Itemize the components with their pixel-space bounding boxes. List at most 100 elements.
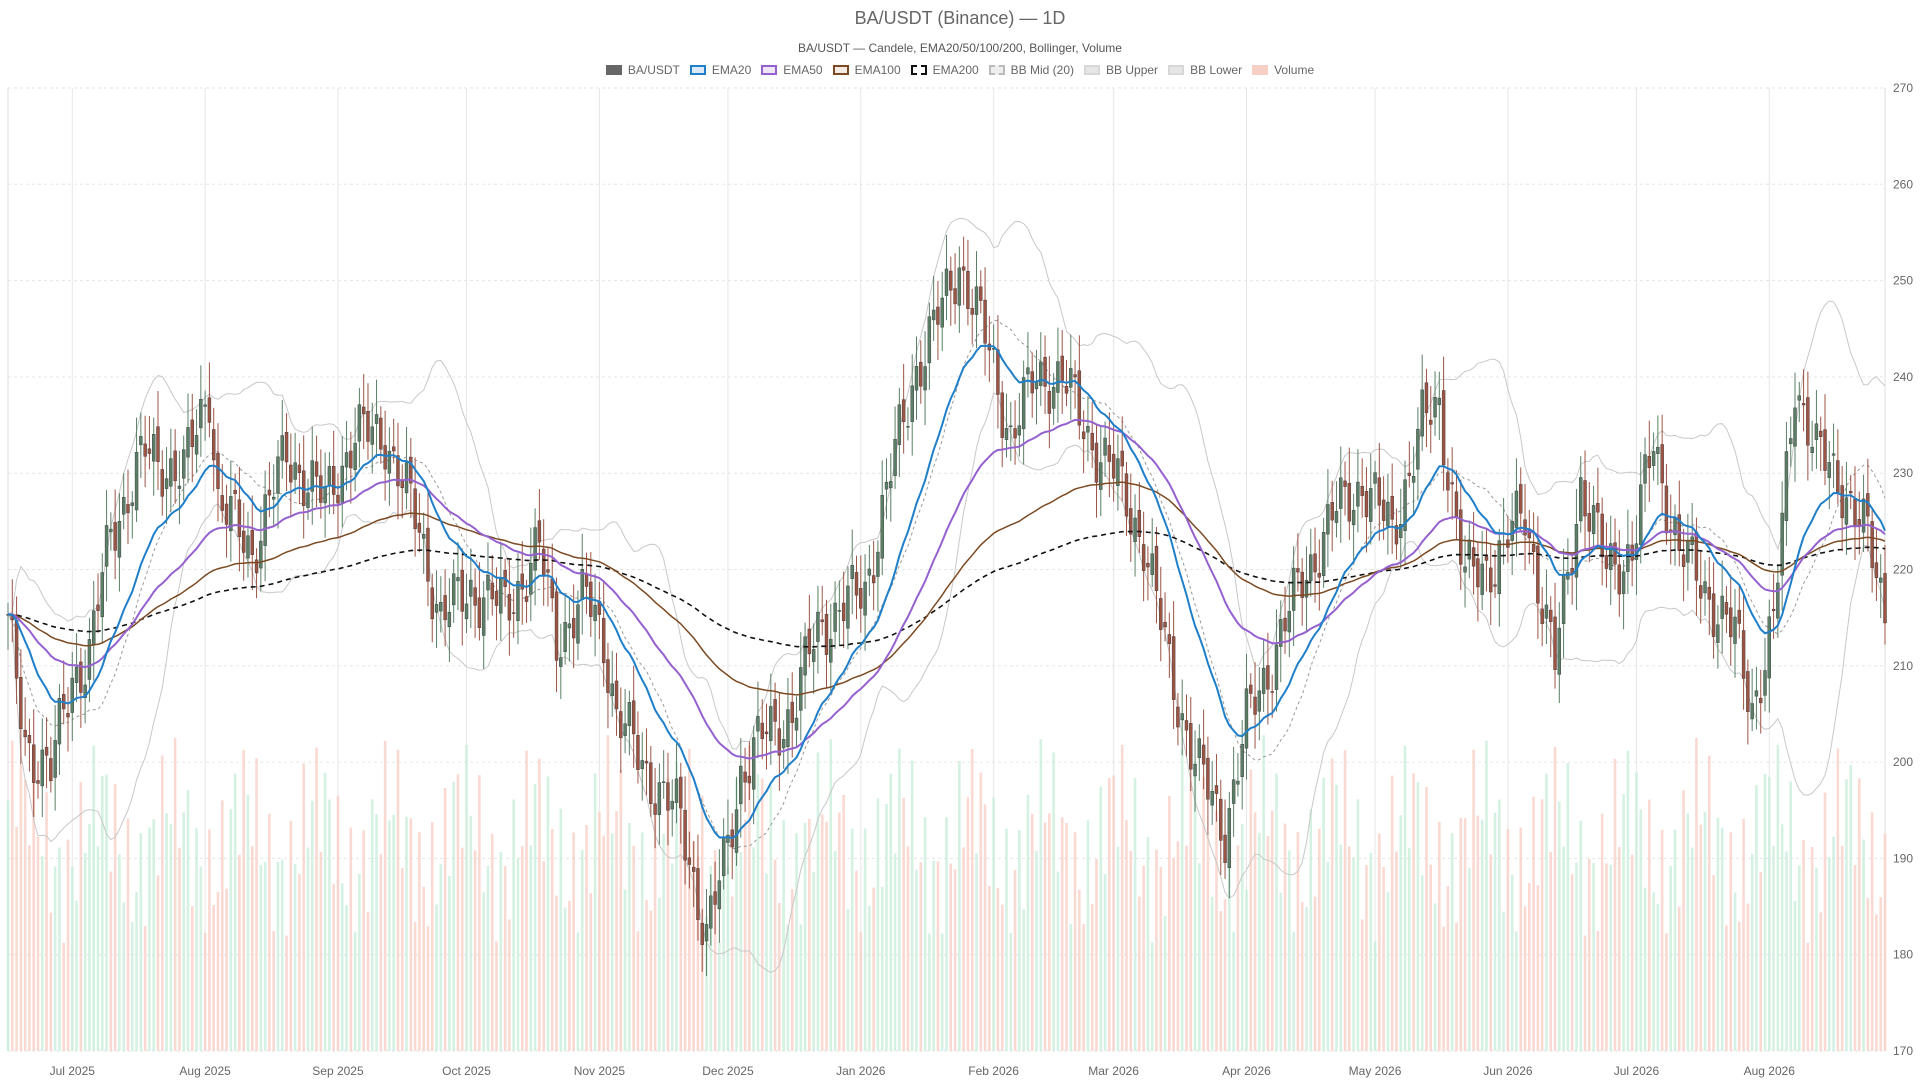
volume-bar [555, 895, 558, 1051]
legend-item[interactable]: EMA20 [689, 63, 751, 77]
volume-bar [418, 832, 421, 1051]
volume-bar [593, 773, 597, 1051]
volume-bar [1695, 737, 1698, 1051]
volume-bar [1125, 819, 1128, 1051]
candle-body [1870, 521, 1874, 568]
chart-title: BA/USDT (Binance) — 1D [854, 8, 1066, 28]
candle-body [644, 760, 649, 764]
volume-bar [1425, 787, 1428, 1051]
legend-item[interactable]: BB Mid (20) [988, 63, 1074, 77]
volume-bar [970, 749, 974, 1051]
volume-bar [1275, 773, 1278, 1051]
candle-body [57, 698, 62, 745]
candle-body [619, 711, 623, 739]
candle-body [246, 535, 250, 559]
candle-body [1767, 616, 1771, 679]
volume-bar [1210, 896, 1214, 1051]
candle-body [1831, 453, 1836, 456]
volume-bar [713, 850, 717, 1051]
candle-body [837, 610, 842, 612]
volume-bar [1489, 854, 1493, 1051]
candle-body [606, 659, 610, 693]
volume-bar [229, 808, 233, 1051]
candle-body [220, 495, 224, 511]
volume-bar [1078, 889, 1081, 1051]
candle-body [1017, 425, 1022, 436]
candle-body [751, 737, 756, 790]
volume-bar [1639, 809, 1643, 1051]
legend-item[interactable]: BB Lower [1168, 63, 1242, 77]
volume-bar [182, 812, 185, 1051]
candle-body [820, 619, 824, 623]
candle-body [704, 924, 709, 942]
candle-body [79, 661, 83, 693]
volume-bar [1348, 846, 1351, 1051]
volume-bar [1305, 907, 1308, 1051]
candle-body [40, 749, 44, 787]
candle-body [674, 778, 679, 803]
volume-bar [1236, 845, 1240, 1051]
legend-item[interactable]: BA/USDT [605, 63, 680, 77]
volume-bar [1133, 778, 1137, 1051]
volume-bar [430, 822, 434, 1051]
volume-bar [1116, 846, 1120, 1051]
volume-bar [426, 926, 430, 1051]
candle-body [1784, 451, 1789, 521]
candle-body [649, 762, 653, 804]
volume-bar [688, 748, 691, 1051]
volume-bar [1360, 919, 1364, 1051]
volume-bar [533, 783, 537, 1051]
candle-body [717, 880, 722, 910]
candle-body [199, 399, 203, 429]
volume-bar [919, 862, 923, 1051]
volume-bar [135, 891, 138, 1051]
volume-bar [1390, 775, 1394, 1051]
volume-bar [666, 778, 670, 1051]
candle-body [773, 699, 777, 722]
volume-bar [1708, 755, 1711, 1051]
volume-bar [1365, 864, 1368, 1051]
candle-body [1257, 690, 1262, 712]
volume-bar [1318, 828, 1321, 1051]
legend-item[interactable]: EMA100 [832, 63, 901, 77]
legend-item[interactable]: EMA200 [910, 63, 979, 77]
volume-bar [902, 797, 905, 1051]
volume-bar [306, 847, 310, 1051]
candle-body [940, 297, 944, 328]
volume-bar [160, 755, 164, 1051]
volume-bar [1219, 911, 1223, 1051]
candle-body [610, 683, 614, 696]
candle-body [1741, 630, 1746, 679]
legend-item[interactable]: Volume [1252, 63, 1314, 77]
candle-body [1801, 403, 1806, 406]
legend-item[interactable]: EMA50 [761, 63, 823, 77]
candle-body [1051, 386, 1056, 409]
candle-body [421, 534, 426, 539]
volume-bar [328, 799, 331, 1051]
candle-body [1531, 543, 1536, 552]
legend-item[interactable]: BB Upper [1084, 63, 1158, 77]
candle-body [1776, 582, 1780, 619]
candle-body [1759, 697, 1763, 704]
candle-body [524, 596, 529, 602]
volume-bar [486, 865, 490, 1051]
volume-bar [1155, 849, 1158, 1051]
volume-bar [529, 845, 533, 1051]
candle-body [1797, 395, 1801, 401]
candle-body [207, 397, 212, 423]
volume-bar [400, 868, 404, 1051]
candle-body [1724, 602, 1729, 615]
candle-body [177, 485, 182, 489]
volume-bar [1253, 812, 1257, 1051]
volume-bar [1159, 866, 1163, 1051]
volume-bar [1472, 749, 1475, 1051]
ema100-line [7, 481, 1886, 696]
volume-bar [465, 744, 468, 1051]
candle-body [1381, 499, 1386, 521]
legend-swatch [1084, 65, 1101, 75]
volume-bar [546, 776, 550, 1051]
volume-bar [778, 903, 781, 1051]
candle-body [1604, 555, 1609, 569]
volume-bar [550, 829, 554, 1051]
